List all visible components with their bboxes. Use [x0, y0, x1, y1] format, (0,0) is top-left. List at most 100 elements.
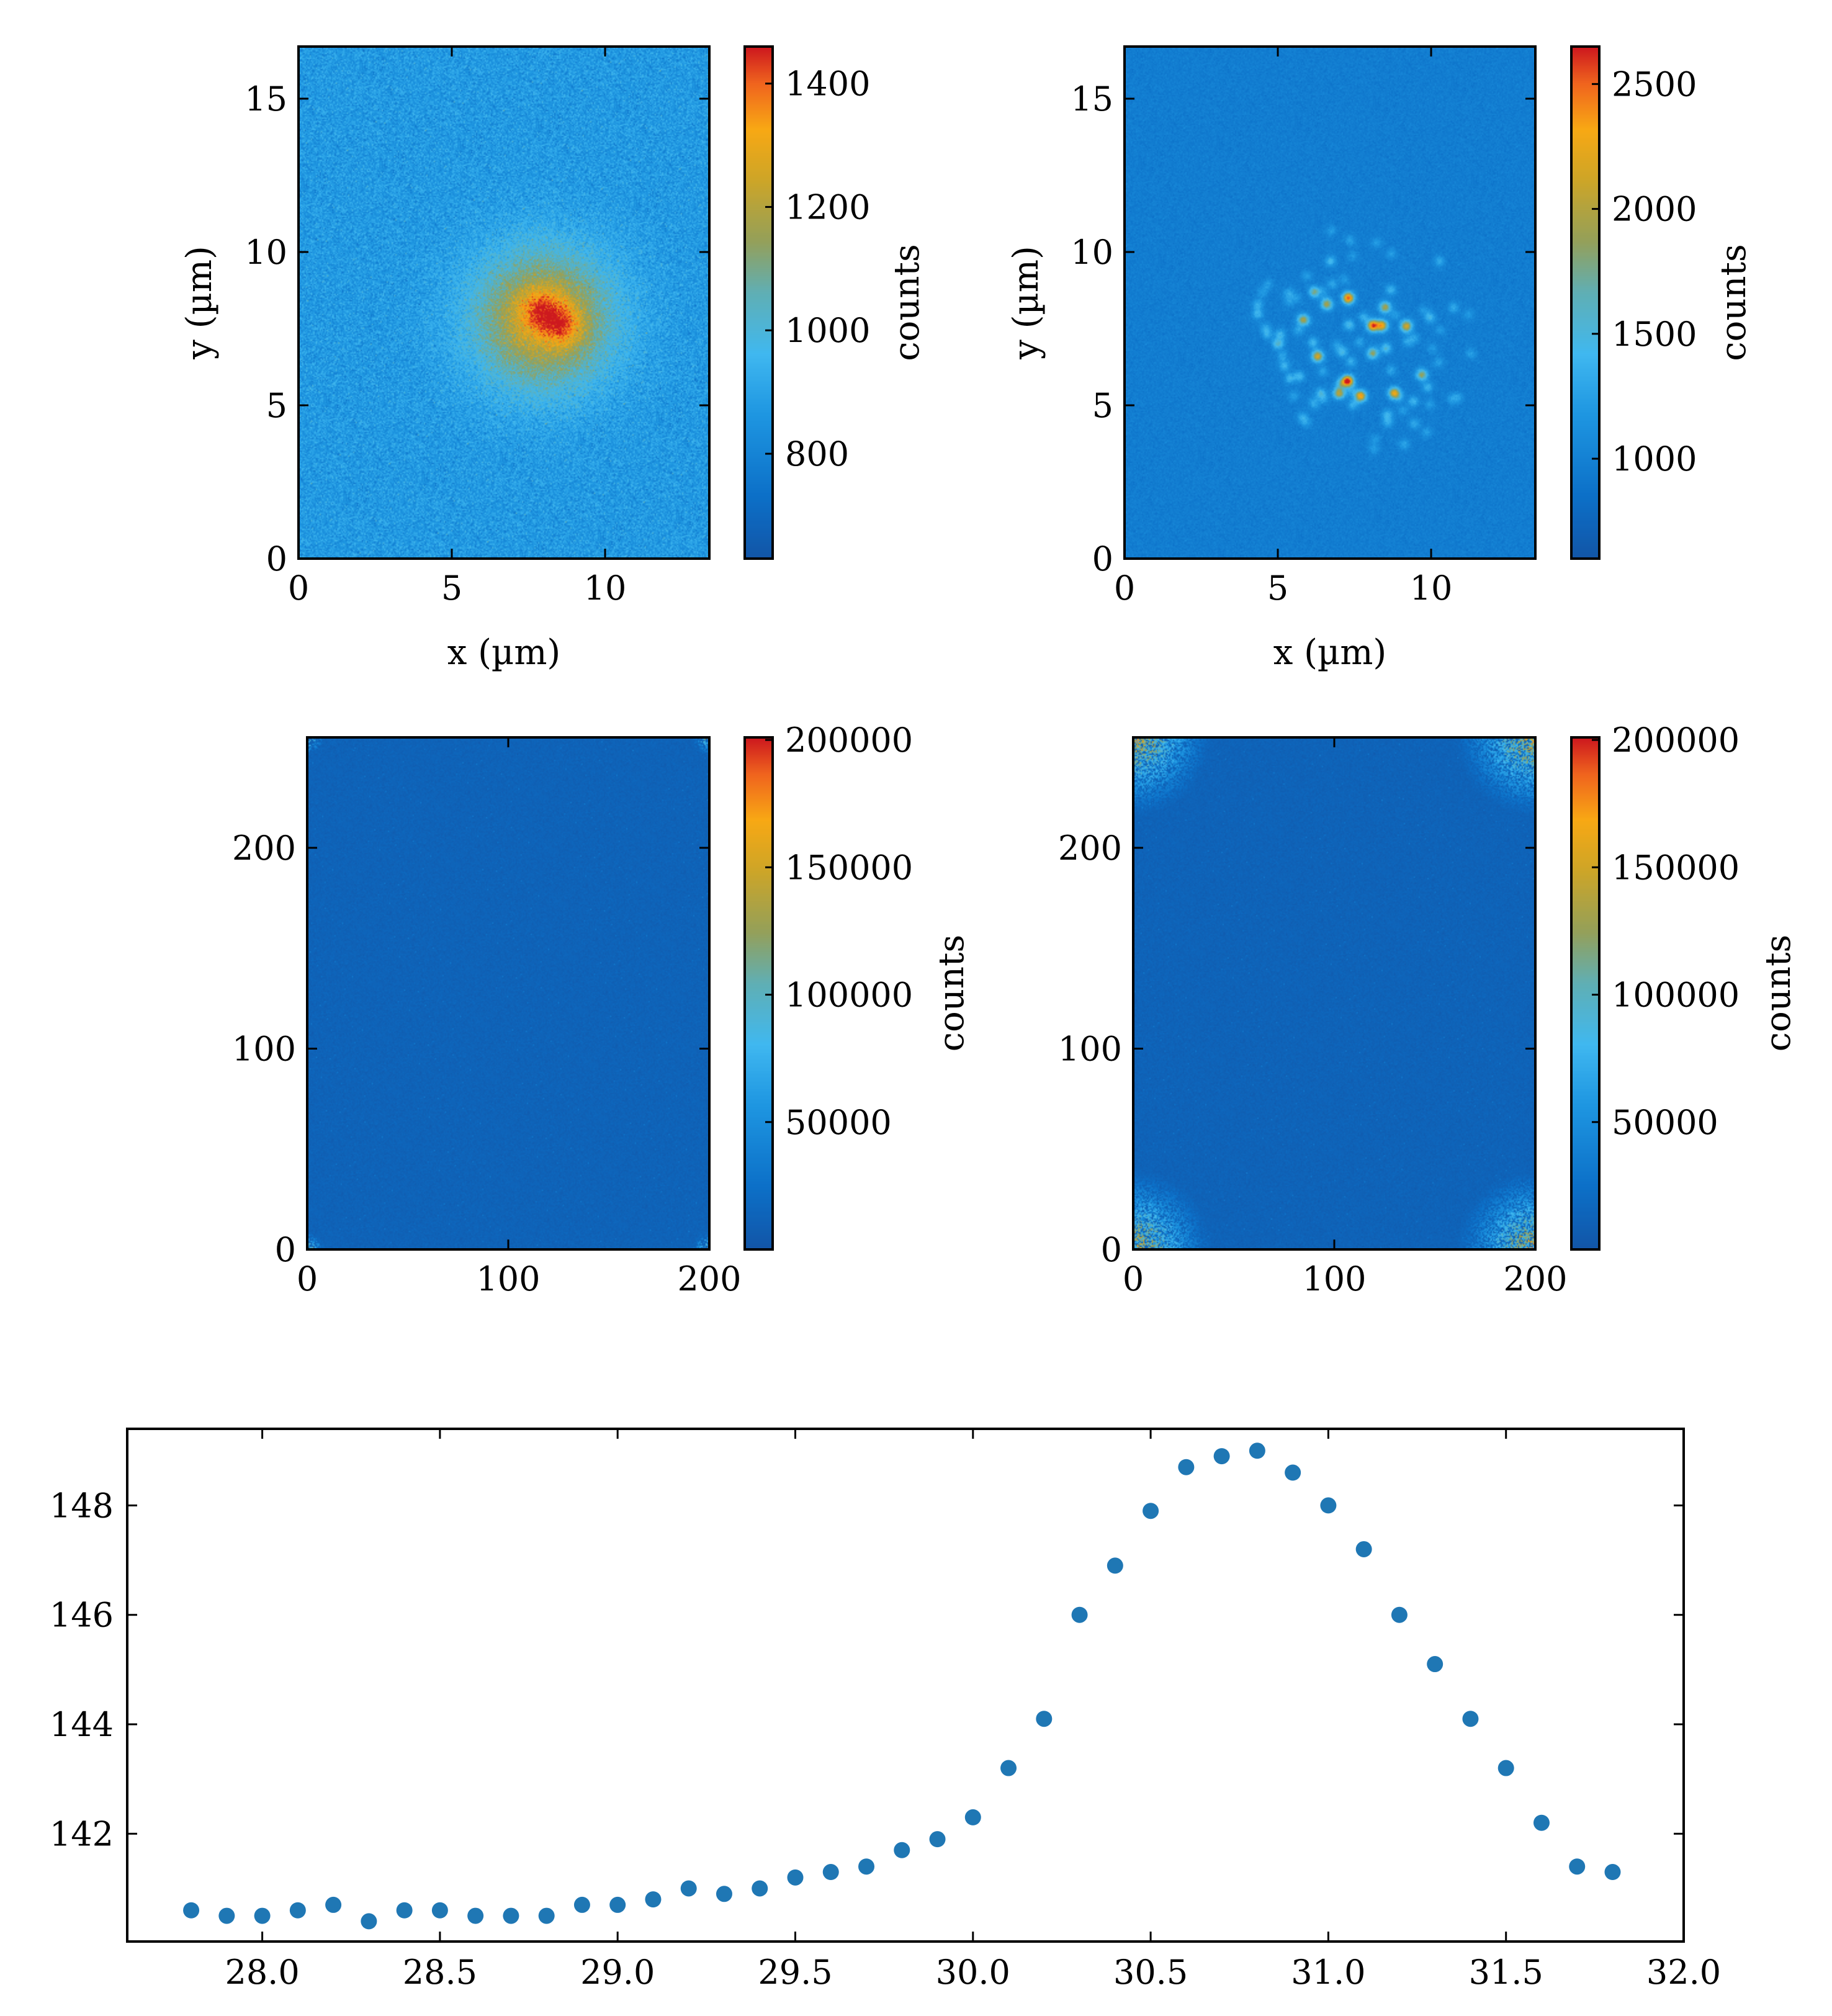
- x-tick-label: 32.0: [1646, 1953, 1721, 1992]
- scatter-point: [1427, 1656, 1444, 1673]
- x-tick-label: 31.5: [1469, 1953, 1543, 1992]
- scatter-point: [289, 1902, 306, 1919]
- scatter-point: [1249, 1442, 1265, 1459]
- y-tick-label: 100: [232, 1029, 296, 1068]
- panel-top-right: 0 5 10 0 5 10 15 x (µm) y (µm) 1000 1500 2000 250…: [1006, 45, 1754, 673]
- axis-ticks: 0 100 200 0 100 200: [232, 737, 742, 1298]
- colorbar-tick-label: 150000: [1612, 848, 1740, 887]
- colorbar-tick-label: 800: [785, 434, 849, 474]
- x-tick-label: 10: [1410, 569, 1453, 608]
- colorbar-tick-label: 50000: [1612, 1103, 1718, 1142]
- x-tick-label: 29.5: [758, 1953, 832, 1992]
- x-tick-label: 10: [584, 569, 627, 608]
- scatter-point: [1355, 1541, 1372, 1557]
- y-tick-label: 100: [1058, 1029, 1122, 1068]
- scatter-point: [894, 1842, 910, 1858]
- x-axis-label: x (µm): [1273, 632, 1387, 673]
- x-tick-label: 5: [441, 569, 462, 608]
- x-tick-label: 200: [1503, 1259, 1567, 1298]
- x-tick-label: 28.5: [403, 1953, 477, 1992]
- y-axis-label: y (µm): [1006, 246, 1046, 360]
- scatter-point: [822, 1864, 839, 1881]
- y-tick-label: 15: [1071, 79, 1113, 119]
- colorbar-label: counts: [932, 935, 972, 1051]
- y-tick-label: 148: [50, 1486, 114, 1525]
- y-tick-label: 144: [50, 1705, 114, 1744]
- y-tick-label: 142: [50, 1814, 114, 1853]
- axis-ticks: 28.0 28.5 29.0 29.5 30.0 30.5 31.0 31.5 32.0 142 1…: [50, 1429, 1721, 1992]
- x-tick-label: 0: [288, 569, 309, 608]
- scatter-point: [254, 1907, 271, 1924]
- panel-middle-right: 0 100 200 0 100 200 50000 100000 150000 200000 c…: [1058, 721, 1798, 1298]
- scatter-point: [1533, 1814, 1550, 1831]
- colorbar-tick-label: 1000: [785, 311, 870, 350]
- scatter-point: [361, 1913, 377, 1930]
- scatter-point: [645, 1891, 662, 1908]
- scatter-point: [787, 1869, 804, 1886]
- scatter-point: [858, 1858, 875, 1875]
- scatter-point: [396, 1902, 413, 1919]
- plot-frame: [126, 1428, 1685, 1943]
- scatter-point: [1000, 1760, 1017, 1776]
- x-tick-label: 30.5: [1113, 1953, 1188, 1992]
- y-axis-label: y (µm): [179, 246, 220, 360]
- y-tick-label: 5: [1092, 386, 1113, 425]
- scatter-point: [1604, 1864, 1621, 1881]
- colorbar-ticks: 50000 100000 150000 200000: [765, 721, 913, 1142]
- scatter-point: [752, 1880, 768, 1897]
- heatmap-image: [1133, 737, 1535, 1249]
- x-tick-label: 200: [677, 1259, 741, 1298]
- y-tick-label: 0: [275, 1230, 296, 1269]
- scatter-point: [1036, 1711, 1053, 1727]
- scatter-point: [325, 1896, 342, 1913]
- scatter-point: [467, 1907, 484, 1924]
- y-tick-label: 15: [245, 79, 287, 119]
- colorbar-frame: [1570, 45, 1601, 560]
- colorbar-tick-label: 150000: [785, 848, 913, 887]
- scatter-point: [573, 1896, 590, 1913]
- scatter-point: [716, 1886, 732, 1902]
- scatter-point: [680, 1880, 697, 1897]
- scatter-point: [1143, 1503, 1159, 1519]
- scatter-point: [1178, 1459, 1195, 1475]
- colorbar-tick-label: 200000: [1612, 721, 1740, 760]
- scatter-point: [1071, 1606, 1088, 1623]
- colorbar-tick-label: 1000: [1612, 439, 1697, 479]
- x-tick-label: 100: [1302, 1259, 1366, 1298]
- axis-ticks: 0 100 200 0 100 200: [1058, 737, 1568, 1298]
- scatter-point: [964, 1809, 981, 1825]
- colorbar-ticks: 1000 1500 2000 2500: [1592, 65, 1697, 479]
- colorbar-frame: [1570, 736, 1601, 1251]
- colorbar-tick-label: 100000: [785, 976, 913, 1015]
- scatter-point: [1497, 1760, 1514, 1776]
- x-axis-label: x (µm): [447, 632, 561, 673]
- colorbar-frame: [743, 45, 774, 560]
- scatter-point: [1462, 1711, 1479, 1727]
- scatter-point: [1213, 1448, 1230, 1465]
- scatter-point: [431, 1902, 448, 1919]
- scatter-point: [1107, 1557, 1123, 1574]
- panel-top-left: 0 5 10 0 5 10 15 x (µm) y (µm) 800 1000 1200 1400…: [179, 45, 927, 673]
- scatter-point: [1569, 1858, 1586, 1875]
- y-tick-label: 0: [1092, 539, 1113, 578]
- colorbar-tick-label: 100000: [1612, 976, 1740, 1015]
- x-tick-label: 100: [476, 1259, 540, 1298]
- colorbar-frame: [743, 736, 774, 1251]
- colorbar-gradient: [745, 47, 773, 559]
- colorbar-gradient: [1571, 737, 1599, 1249]
- scatter-points: [183, 1442, 1621, 1930]
- heatmap-image: [1125, 47, 1535, 559]
- scatter-point: [183, 1902, 200, 1919]
- y-tick-label: 200: [232, 829, 296, 868]
- colorbar-tick-label: 200000: [785, 721, 913, 760]
- colorbar-tick-label: 1400: [785, 65, 870, 104]
- heatmap-image: [307, 737, 709, 1249]
- colorbar-tick-label: 2000: [1612, 190, 1697, 229]
- x-tick-label: 28.0: [225, 1953, 299, 1992]
- x-tick-label: 0: [1114, 569, 1135, 608]
- scatter-point: [218, 1907, 235, 1924]
- axis-ticks: 0 5 10 0 5 10 15: [1071, 47, 1535, 608]
- axis-ticks: 0 5 10 0 5 10 15: [245, 47, 709, 608]
- colorbar-tick-label: 1200: [785, 187, 870, 227]
